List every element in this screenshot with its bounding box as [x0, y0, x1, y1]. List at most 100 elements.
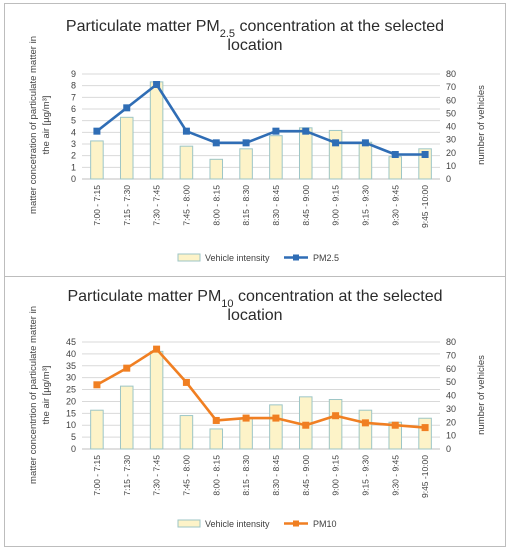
y2-tick-label: 80 — [446, 69, 456, 79]
y-tick-label: 4 — [71, 127, 76, 137]
y2-axis-title: number of vehicles — [476, 85, 487, 165]
y-tick-label: 15 — [66, 408, 76, 418]
x-tick-label: 9:00 - 9:15 — [331, 455, 341, 496]
legend-line-marker — [293, 520, 299, 527]
bar — [388, 156, 403, 180]
bar — [269, 135, 283, 180]
y2-tick-label: 20 — [446, 148, 456, 158]
data-point — [153, 345, 161, 353]
legend-line-marker — [293, 254, 299, 261]
y2-tick-label: 30 — [446, 404, 456, 414]
figure-frame — [4, 3, 506, 547]
legend: Vehicle intensity PM10 — [177, 519, 337, 529]
x-tick-label: 8:00 - 8:15 — [211, 455, 221, 496]
data-point — [182, 378, 190, 386]
bar — [209, 428, 224, 450]
x-tick-label: 7:00 - 7:15 — [92, 185, 102, 226]
y-axis-title-line1: matter concetration of particulate matte… — [28, 36, 39, 214]
y-tick-label: 6 — [71, 104, 76, 114]
y2-tick-label: 70 — [446, 82, 456, 92]
data-point — [182, 127, 190, 135]
data-point — [212, 139, 220, 147]
data-point — [332, 139, 340, 147]
data-point — [242, 414, 250, 422]
x-tick-label: 7:45 - 8:00 — [181, 185, 191, 226]
data-point — [391, 421, 399, 429]
y-axis-title-line1: matter concentrtion of particulate matte… — [28, 306, 39, 484]
data-point — [212, 416, 220, 424]
data-point — [361, 139, 369, 147]
legend-bar-swatch — [177, 519, 201, 528]
y-tick-label: 30 — [66, 373, 76, 383]
y-tick-label: 0 — [71, 174, 76, 184]
data-point — [332, 412, 340, 420]
y2-tick-label: 0 — [446, 444, 451, 454]
y2-tick-label: 40 — [446, 391, 456, 401]
bar — [90, 140, 104, 180]
x-tick-label: 8:15 - 8:30 — [241, 455, 251, 496]
y-tick-label: 7 — [71, 92, 76, 102]
y2-tick-label: 10 — [446, 431, 456, 441]
bar — [179, 145, 194, 180]
x-tick-label: 9:30 - 9:45 — [390, 185, 400, 226]
x-tick-label: 9:15 - 9:30 — [360, 455, 370, 496]
y2-tick-label: 10 — [446, 161, 456, 171]
bar — [149, 81, 164, 180]
bar — [328, 129, 343, 180]
y-tick-label: 8 — [71, 81, 76, 91]
data-point — [93, 381, 101, 389]
y2-tick-label: 60 — [446, 95, 456, 105]
y-axis-title-line2: the air [µg/m³] — [41, 96, 52, 155]
x-tick-label: 8:30 - 8:45 — [271, 455, 281, 496]
data-point — [123, 104, 131, 112]
bar — [358, 141, 373, 180]
x-tick-label: 7:15 - 7:30 — [122, 455, 132, 496]
x-tick-label: 9:45 -10:00 — [420, 185, 430, 228]
x-tick-label: 8:00 - 8:15 — [211, 185, 221, 226]
x-tick-label: 9:00 - 9:15 — [331, 185, 341, 226]
data-point — [272, 414, 280, 422]
y2-tick-label: 50 — [446, 377, 456, 387]
y-tick-label: 9 — [71, 69, 76, 79]
plot-area: 0 12 3 45 6 78 9 0 10 20 30 40 50 60 70 80 7:00 - 7:15 7:… — [71, 69, 456, 228]
x-tick-label: 9:45 -10:00 — [420, 455, 430, 498]
bar — [149, 350, 164, 450]
bar — [119, 116, 134, 180]
y-tick-label: 5 — [71, 432, 76, 442]
x-tick-label: 7:15 - 7:30 — [122, 185, 132, 226]
x-tick-label: 7:45 - 8:00 — [181, 455, 191, 496]
y-tick-label: 25 — [66, 385, 76, 395]
data-point — [272, 127, 280, 135]
bar — [418, 417, 432, 450]
bar — [298, 127, 313, 180]
bar — [90, 409, 104, 450]
y-axis-title-line2: the air [µg/m³] — [41, 366, 52, 425]
y2-tick-label: 20 — [446, 417, 456, 427]
x-tick-label: 8:45 - 9:00 — [301, 455, 311, 496]
chart-divider — [4, 276, 506, 277]
y-tick-label: 0 — [71, 444, 76, 454]
bar — [119, 385, 134, 450]
series-line — [96, 347, 426, 429]
bar — [239, 417, 253, 450]
legend-bar-label: Vehicle intensity — [205, 253, 270, 263]
bar — [179, 415, 194, 450]
y2-tick-label: 80 — [446, 337, 456, 347]
data-point — [391, 151, 399, 158]
y2-tick-label: 50 — [446, 108, 456, 118]
chart-title-line2: location — [227, 307, 282, 324]
data-point — [421, 424, 429, 432]
data-point — [153, 81, 161, 88]
data-point — [242, 139, 250, 147]
data-point — [302, 127, 310, 135]
y2-tick-label: 60 — [446, 364, 456, 374]
bar — [328, 399, 343, 450]
y-tick-label: 35 — [66, 361, 76, 371]
x-tick-label: 8:15 - 8:30 — [241, 185, 251, 226]
pm10-chart: Particulate matter PM10 concentration at… — [28, 288, 487, 529]
x-tick-label: 7:30 - 7:45 — [152, 185, 162, 226]
y2-tick-label: 0 — [446, 174, 451, 184]
y-tick-label: 2 — [71, 151, 76, 161]
y2-axis-title: number of vehicles — [476, 355, 487, 435]
legend-line-label: PM2.5 — [313, 253, 339, 263]
